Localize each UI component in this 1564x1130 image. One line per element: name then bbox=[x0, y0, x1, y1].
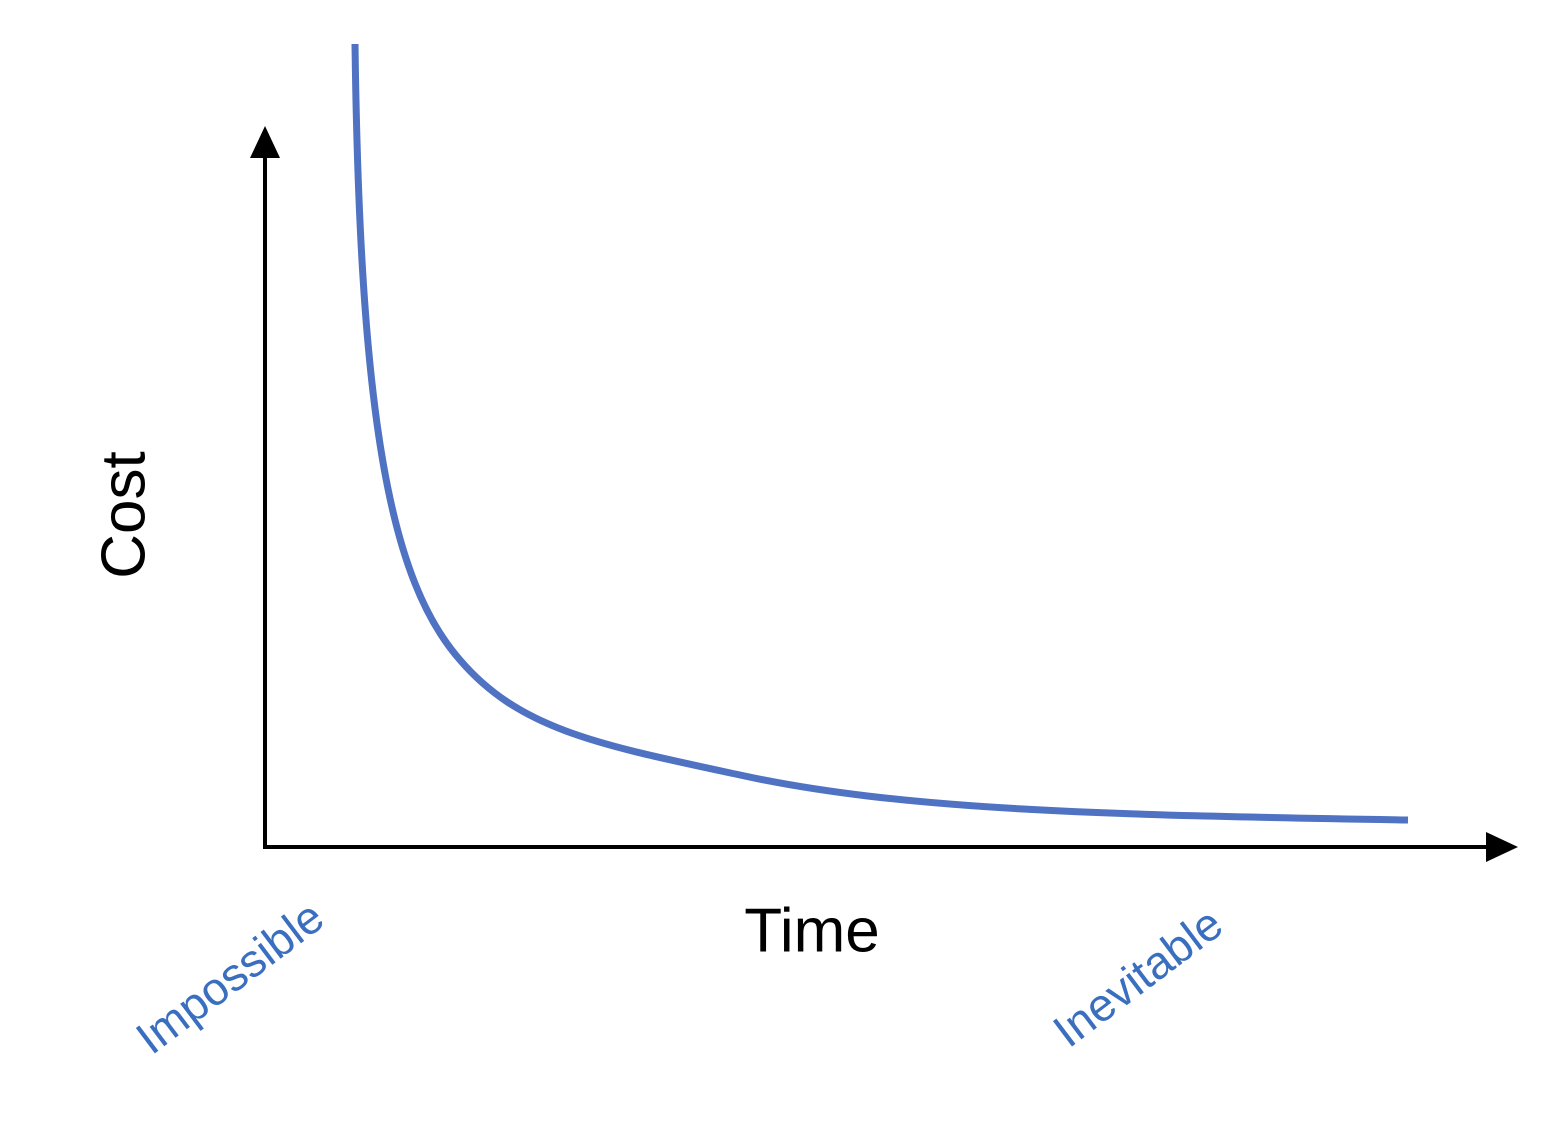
y-axis-label: Cost bbox=[89, 451, 158, 578]
cost-curve bbox=[351, 43, 1409, 824]
end-annotation: Inevitable bbox=[1043, 897, 1232, 1057]
y-axis-arrow bbox=[250, 126, 280, 158]
x-axis-arrow bbox=[1486, 832, 1518, 862]
x-axis-label: Time bbox=[744, 896, 879, 965]
start-annotation: Impossible bbox=[126, 890, 333, 1064]
